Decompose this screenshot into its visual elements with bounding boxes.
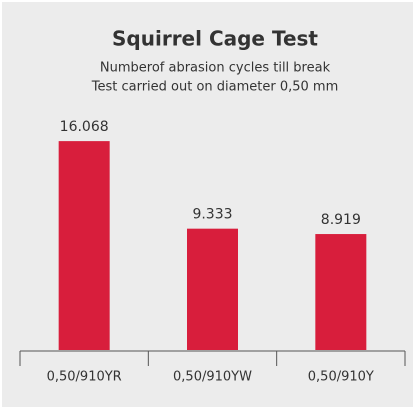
x-tick-label: 0,50/910Y xyxy=(308,370,374,385)
subtitle: Test carried out on diameter 0,50 mm xyxy=(91,80,339,95)
data-label: 9.333 xyxy=(192,207,232,223)
data-label: 8.919 xyxy=(321,212,361,228)
subtitle: Numberof abrasion cycles till break xyxy=(100,61,331,76)
bar xyxy=(187,228,238,350)
data-label: 16.068 xyxy=(60,119,109,135)
bar xyxy=(315,234,367,350)
chart-title: Squirrel Cage Test xyxy=(112,27,318,51)
bar xyxy=(58,141,110,350)
x-tick-label: 0,50/910YR xyxy=(47,370,122,385)
x-tick-label: 0,50/910YW xyxy=(173,370,252,385)
